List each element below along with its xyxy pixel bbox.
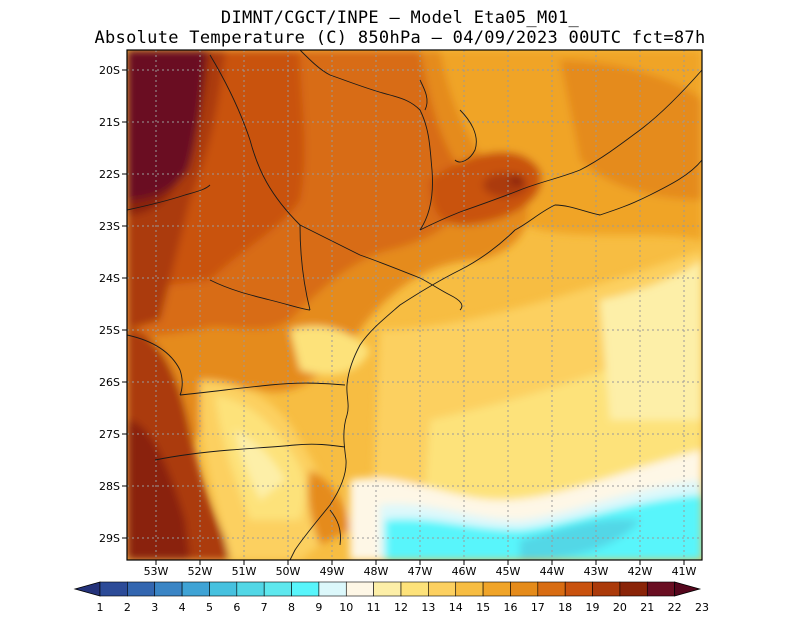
colorbar-segment bbox=[318, 581, 347, 597]
colorbar-segment bbox=[154, 581, 183, 597]
boundaries bbox=[127, 50, 702, 560]
colorbar-label: 10 bbox=[339, 601, 353, 614]
river bbox=[419, 79, 428, 111]
lat-label: 26S bbox=[99, 376, 120, 389]
state-border-sc-rs bbox=[154, 443, 346, 461]
colorbar-arrow-left bbox=[73, 581, 101, 597]
lon-label: 50W bbox=[276, 565, 301, 578]
lagoon-patos bbox=[329, 509, 341, 546]
lon-label: 53W bbox=[144, 565, 169, 578]
lat-label: 27S bbox=[99, 428, 120, 441]
colorbar-segment bbox=[564, 581, 593, 597]
colorbar-segment bbox=[482, 581, 511, 597]
lon-label: 42W bbox=[628, 565, 653, 578]
colorbar-segment bbox=[181, 581, 210, 597]
colorbar-label: 2 bbox=[124, 601, 131, 614]
lon-label: 43W bbox=[584, 565, 609, 578]
longitude-labels: 53W 52W 51W 50W 49W 48W 47W 46W 45W 44W 43W 42W 41W bbox=[144, 560, 697, 578]
colorbar-label: 3 bbox=[151, 601, 158, 614]
lat-label: 24S bbox=[99, 272, 120, 285]
intl-border-paraguay bbox=[127, 184, 211, 211]
colorbar-label: 8 bbox=[288, 601, 295, 614]
colorbar-segment bbox=[209, 581, 238, 597]
colorbar-segment bbox=[592, 581, 621, 597]
colorbar-arrow-right bbox=[674, 581, 702, 597]
lon-label: 45W bbox=[496, 565, 521, 578]
intl-border-argentina bbox=[127, 334, 183, 396]
lat-label: 29S bbox=[99, 532, 120, 545]
chart-title-line-2: Absolute Temperature (C) 850hPa — 04/09/… bbox=[94, 28, 706, 48]
colorbar-segment bbox=[99, 581, 128, 597]
colorbar-segment bbox=[455, 581, 484, 597]
lat-label: 21S bbox=[99, 116, 120, 129]
colorbar-label: 20 bbox=[613, 601, 627, 614]
border-pr-west bbox=[209, 279, 311, 311]
state-border-sp-mg bbox=[299, 50, 433, 231]
colorbar-label: 23 bbox=[695, 601, 709, 614]
colorbar-label: 21 bbox=[640, 601, 654, 614]
chart-title-line-1: DIMNT/CGCT/INPE — Model Eta05_M01_ bbox=[220, 8, 580, 28]
lake bbox=[454, 109, 477, 163]
lat-label: 25S bbox=[99, 324, 120, 337]
lon-label: 46W bbox=[452, 565, 477, 578]
lat-label: 23S bbox=[99, 220, 120, 233]
colorbar-segment bbox=[263, 581, 292, 597]
lon-label: 51W bbox=[232, 565, 257, 578]
temperature-field bbox=[127, 50, 702, 560]
lon-label: 52W bbox=[188, 565, 213, 578]
lat-label: 20S bbox=[99, 64, 120, 77]
colorbar-segment bbox=[345, 581, 374, 597]
lat-label: 22S bbox=[99, 168, 120, 181]
latitude-labels: 20S 21S 22S 23S 24S 25S 26S 27S 28S 29S bbox=[99, 64, 127, 545]
state-border-rj-mg bbox=[419, 69, 702, 231]
border-ms bbox=[209, 54, 311, 311]
colorbar-segment bbox=[510, 581, 539, 597]
colorbar-label: 4 bbox=[179, 601, 186, 614]
coastline bbox=[289, 159, 702, 560]
colorbar-label: 22 bbox=[668, 601, 682, 614]
colorbar-segment bbox=[291, 581, 320, 597]
lon-label: 44W bbox=[540, 565, 565, 578]
colorbar-segment bbox=[373, 581, 402, 597]
colorbar-segment bbox=[428, 581, 457, 597]
colorbar-label: 7 bbox=[261, 601, 268, 614]
colorbar-label: 16 bbox=[503, 601, 517, 614]
colorbar-label: 17 bbox=[531, 601, 545, 614]
colorbar-label: 15 bbox=[476, 601, 490, 614]
lon-label: 48W bbox=[364, 565, 389, 578]
lon-label: 49W bbox=[320, 565, 345, 578]
colorbar-segment bbox=[127, 581, 156, 597]
state-border-pr-sc bbox=[179, 382, 346, 396]
colorbar-label: 18 bbox=[558, 601, 572, 614]
colorbar-segment bbox=[537, 581, 566, 597]
lat-label: 28S bbox=[99, 480, 120, 493]
colorbar-label: 1 bbox=[97, 601, 104, 614]
colorbar-segment bbox=[236, 581, 265, 597]
colorbar-segment bbox=[619, 581, 648, 597]
colorbar-label: 19 bbox=[586, 601, 600, 614]
colorbar: 1 2 3 4 5 6 7 8 9 10 11 12 13 14 15 16 17 18 19 20 21 22 23 bbox=[73, 581, 709, 614]
colorbar-segment bbox=[646, 581, 675, 597]
plot-frame bbox=[126, 49, 703, 561]
colorbar-label: 9 bbox=[315, 601, 322, 614]
colorbar-label: 14 bbox=[449, 601, 463, 614]
colorbar-label: 6 bbox=[233, 601, 240, 614]
state-border-sp-pr bbox=[299, 224, 463, 311]
colorbar-label: 5 bbox=[206, 601, 213, 614]
colorbar-label: 13 bbox=[421, 601, 435, 614]
grid-lines bbox=[127, 50, 702, 560]
colorbar-segment bbox=[400, 581, 429, 597]
lon-label: 41W bbox=[672, 565, 697, 578]
colorbar-label: 12 bbox=[394, 601, 408, 614]
colorbar-label: 11 bbox=[367, 601, 381, 614]
lon-label: 47W bbox=[408, 565, 433, 578]
